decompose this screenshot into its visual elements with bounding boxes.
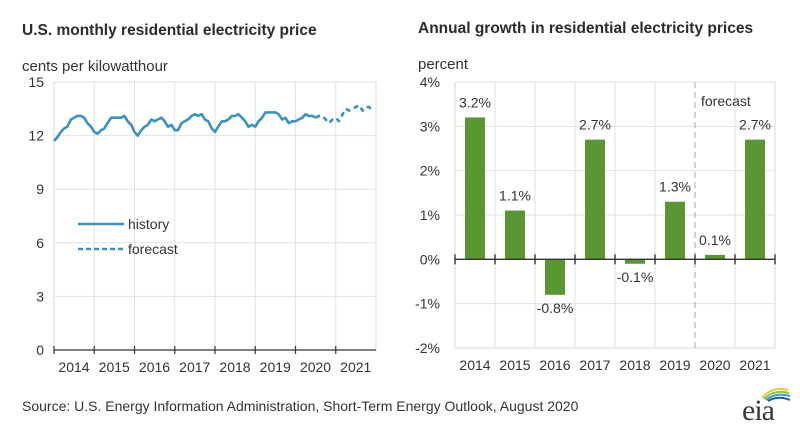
x-tick-label: 2016 xyxy=(139,359,170,375)
data-label-2015: 1.1% xyxy=(499,188,531,204)
line-chart-title: U.S. monthly residential electricity pri… xyxy=(22,22,317,39)
y-tick-label: 12 xyxy=(28,128,44,144)
y-tick-label: 6 xyxy=(36,235,44,251)
bar-chart: -2% -1% 0% 1% 2% 3% 4% 3.2% 2014 1.1% 2015 -0.8% 201… xyxy=(415,74,776,373)
data-label-2018: -0.1% xyxy=(617,269,654,285)
bar-2019 xyxy=(665,201,685,260)
bar-2015 xyxy=(505,210,525,260)
x-tick-label: 2014 xyxy=(459,357,490,373)
legend-label-history: history xyxy=(128,216,169,232)
x-tick-label: 2014 xyxy=(58,359,89,375)
y-tick-label: 3% xyxy=(420,118,440,134)
x-tick-label: 2017 xyxy=(579,357,610,373)
y-tick-label: 4% xyxy=(420,74,440,90)
data-label-2017: 2.7% xyxy=(579,117,611,133)
x-tick-label: 2020 xyxy=(300,359,331,375)
x-tick-label: 2018 xyxy=(219,359,250,375)
x-tick-label: 2015 xyxy=(99,359,130,375)
x-tick-label: 2021 xyxy=(340,359,371,375)
y-tick-label: 9 xyxy=(36,181,44,197)
y-tick-label: 2% xyxy=(420,163,440,179)
bar-chart-title: Annual growth in residential electricity… xyxy=(418,20,754,37)
bar-2017 xyxy=(585,139,605,260)
data-label-2014: 3.2% xyxy=(459,94,491,110)
bar-2018 xyxy=(625,259,645,264)
forecast-annotation: forecast xyxy=(701,93,751,109)
bar-2021 xyxy=(745,139,765,260)
data-label-2021: 2.7% xyxy=(739,117,771,133)
y-tick-label: -2% xyxy=(415,340,440,356)
y-tick-label: 1% xyxy=(420,207,440,223)
y-tick-label: -1% xyxy=(415,296,440,312)
y-tick-label: 3 xyxy=(36,288,44,304)
x-tick-label: 2018 xyxy=(619,357,650,373)
data-label-2019: 1.3% xyxy=(659,179,691,195)
series-line-history xyxy=(53,111,317,142)
data-label-2016: -0.8% xyxy=(537,300,574,316)
bar-2016 xyxy=(545,259,565,295)
x-tick-label: 2017 xyxy=(179,359,210,375)
x-tick-label: 2016 xyxy=(539,357,570,373)
y-tick-label: 0 xyxy=(36,342,44,358)
bar-2020 xyxy=(705,254,725,260)
x-tick-label: 2021 xyxy=(739,357,770,373)
source-note: Source: U.S. Energy Information Administ… xyxy=(22,398,579,414)
x-tick-label: 2015 xyxy=(499,357,530,373)
bar-2014 xyxy=(465,117,485,260)
x-tick-label: 2020 xyxy=(699,357,730,373)
bar-chart-y-unit: percent xyxy=(418,56,469,73)
y-tick-label: 0% xyxy=(420,251,440,267)
line-chart-y-unit: cents per kilowatthour xyxy=(22,58,168,75)
legend-label-forecast: forecast xyxy=(128,241,178,257)
series-line-forecast xyxy=(314,103,374,125)
line-chart: 0 3 6 9 12 15 2014 2015 2016 2017 2018 2019 2020 2021… xyxy=(28,74,377,375)
data-label-2020: 0.1% xyxy=(699,232,731,248)
x-tick-label: 2019 xyxy=(659,357,690,373)
y-tick-label: 15 xyxy=(28,74,44,90)
eia-logo-text: eia xyxy=(742,394,775,427)
x-tick-label: 2019 xyxy=(260,359,291,375)
eia-logo-icon xyxy=(761,388,791,402)
